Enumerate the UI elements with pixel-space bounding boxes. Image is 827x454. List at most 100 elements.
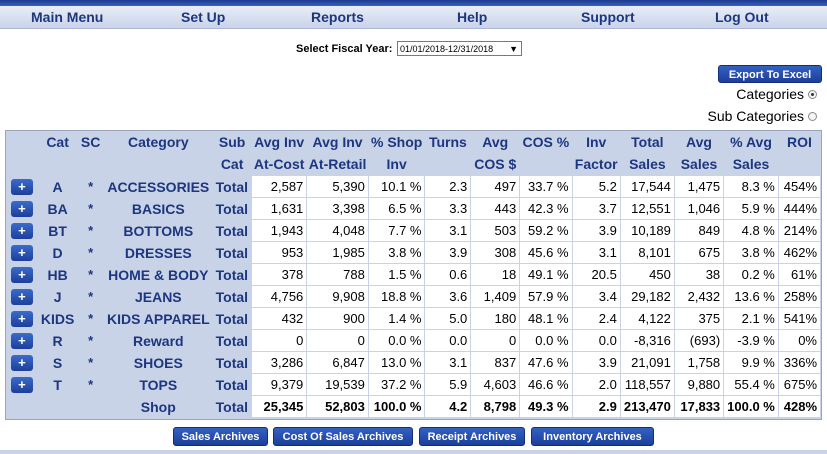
expand-plus-button[interactable]: + <box>10 222 33 239</box>
value-cell: 213,470 <box>619 395 675 418</box>
expand-plus-button[interactable]: + <box>10 376 33 393</box>
receipt-archives-button[interactable]: Receipt Archives <box>419 427 525 446</box>
value-cell: 2.1 % <box>723 307 779 330</box>
table-row: + A * ACCESSORIES Total 2,587 5,390 10.1 % 2.3 49… <box>6 175 822 198</box>
value-cell: 8,798 <box>470 395 521 418</box>
header-cell: COS % <box>522 134 570 150</box>
header-cell: At-Cost <box>253 156 305 172</box>
value-cell: 0 <box>251 329 308 352</box>
expand-plus-button[interactable]: + <box>10 310 33 327</box>
sc-cell: * <box>88 355 94 370</box>
value-cell: 1.4 % <box>367 307 426 330</box>
menu-set-up[interactable]: Set Up <box>181 9 226 25</box>
value-cell: 13.0 % <box>367 351 426 374</box>
sub-cat-label: Total <box>215 310 249 327</box>
sub-cat-label: Total <box>215 376 249 393</box>
table-row: + T * TOPS Total 9,379 19,539 37.2 % 5.9 4,603 46.… <box>6 373 822 396</box>
expand-plus-button[interactable]: + <box>10 244 33 261</box>
value-cell: 100.0 % <box>723 395 779 418</box>
value-cell: 4,603 <box>470 373 521 396</box>
value-cell: 0.0 <box>424 329 472 352</box>
value-cell: 2,587 <box>251 175 308 198</box>
sub-cat-label: Total <box>215 178 249 195</box>
menu-help[interactable]: Help <box>457 9 488 25</box>
value-cell: 47.6 % <box>519 351 573 374</box>
value-cell: 21,091 <box>619 351 675 374</box>
radio-categories-button[interactable] <box>808 89 817 99</box>
cost-of-sales-archives-button[interactable]: Cost Of Sales Archives <box>273 427 413 446</box>
sales-archives-button[interactable]: Sales Archives <box>173 427 268 446</box>
value-cell: 3.9 <box>571 351 621 374</box>
value-cell: 428% <box>777 395 822 418</box>
expand-plus-button[interactable]: + <box>10 266 33 283</box>
radio-categories[interactable]: Categories <box>736 86 817 102</box>
header-cell <box>77 153 104 176</box>
radio-sub-categories-button[interactable] <box>808 111 817 121</box>
value-cell: 3.8 % <box>367 241 426 264</box>
export-to-excel-button[interactable]: Export To Excel <box>718 65 822 83</box>
sc-cell: * <box>88 333 94 348</box>
value-cell: 462% <box>777 241 822 264</box>
value-cell: 5.9 <box>424 373 472 396</box>
value-cell: 3.1 <box>424 219 472 242</box>
menu-log-out[interactable]: Log Out <box>715 9 769 25</box>
value-cell: 0.0 <box>571 329 621 352</box>
value-cell: 1,943 <box>251 219 308 242</box>
header-cell: Cat <box>220 156 244 173</box>
expand-plus-button[interactable]: + <box>10 332 33 349</box>
category-name: KIDS APPAREL <box>106 310 210 327</box>
value-cell: 5.0 <box>424 307 472 330</box>
value-cell: 29,182 <box>619 285 675 308</box>
expand-cell: + <box>6 242 38 264</box>
header-cell: Sales <box>629 156 666 172</box>
sc-cell: * <box>88 289 94 304</box>
value-cell: 2.9 <box>571 395 621 418</box>
value-cell: 1,985 <box>306 241 369 264</box>
value-cell: 503 <box>470 219 521 242</box>
expand-plus-button[interactable]: + <box>10 354 33 371</box>
value-cell: 8,101 <box>619 241 675 264</box>
table-row: + D * DRESSES Total 953 1,985 3.8 % 3.9 308 45.6 %… <box>6 241 822 264</box>
value-cell: 20.5 <box>571 263 621 286</box>
cat-code: BA <box>47 200 68 217</box>
cat-code: J <box>53 288 62 305</box>
value-cell: 118,557 <box>619 373 675 396</box>
menu-main-menu[interactable]: Main Menu <box>31 9 104 25</box>
radio-sub-categories[interactable]: Sub Categories <box>707 108 817 124</box>
expand-plus-button[interactable]: + <box>10 288 33 305</box>
value-cell: 0.6 <box>424 263 472 286</box>
value-cell: 0.2 % <box>723 263 779 286</box>
inventory-archives-button[interactable]: Inventory Archives <box>531 427 654 446</box>
value-cell: 9,379 <box>251 373 308 396</box>
expand-cell: + <box>6 330 38 352</box>
menu-support[interactable]: Support <box>581 9 635 25</box>
header-plus-spacer <box>6 131 38 153</box>
category-name: JEANS <box>134 288 182 305</box>
value-cell: 38 <box>673 263 725 286</box>
table-row: + R * Reward Total 0 0 0.0 % 0.0 0 0.0 % 0.0 -8,316(… <box>6 329 822 352</box>
value-cell: 45.6 % <box>519 241 573 264</box>
header-cell: COS $ <box>474 156 517 172</box>
value-cell: 3.4 <box>571 285 621 308</box>
value-cell: 5,390 <box>306 175 369 198</box>
table-row: + BA * BASICS Total 1,631 3,398 6.5 % 3.3 443 42.3… <box>6 197 822 220</box>
value-cell: 444% <box>777 197 822 220</box>
value-cell: 849 <box>673 219 725 242</box>
value-cell: 3,398 <box>306 197 369 220</box>
fiscal-year-select[interactable]: 01/01/2018-12/31/2018 ▼ <box>397 41 522 56</box>
expand-cell: + <box>6 352 38 374</box>
value-cell: 0% <box>777 329 822 352</box>
value-cell: 5.2 <box>571 175 621 198</box>
value-cell: 5.9 % <box>723 197 779 220</box>
cat-code: BT <box>48 222 67 239</box>
menu-reports[interactable]: Reports <box>311 9 364 25</box>
header-cell: Avg Inv <box>312 134 363 150</box>
radio-categories-label: Categories <box>736 86 804 102</box>
sub-cat-label: Total <box>215 244 249 261</box>
header-cell: % Avg <box>730 134 772 150</box>
header-cell <box>520 153 572 176</box>
expand-plus-button[interactable]: + <box>10 200 33 217</box>
expand-plus-button[interactable]: + <box>10 178 33 195</box>
expand-cell: + <box>6 198 38 220</box>
table-row: + KIDS * KIDS APPAREL Total 432 900 1.4 % 5.0 180… <box>6 307 822 330</box>
